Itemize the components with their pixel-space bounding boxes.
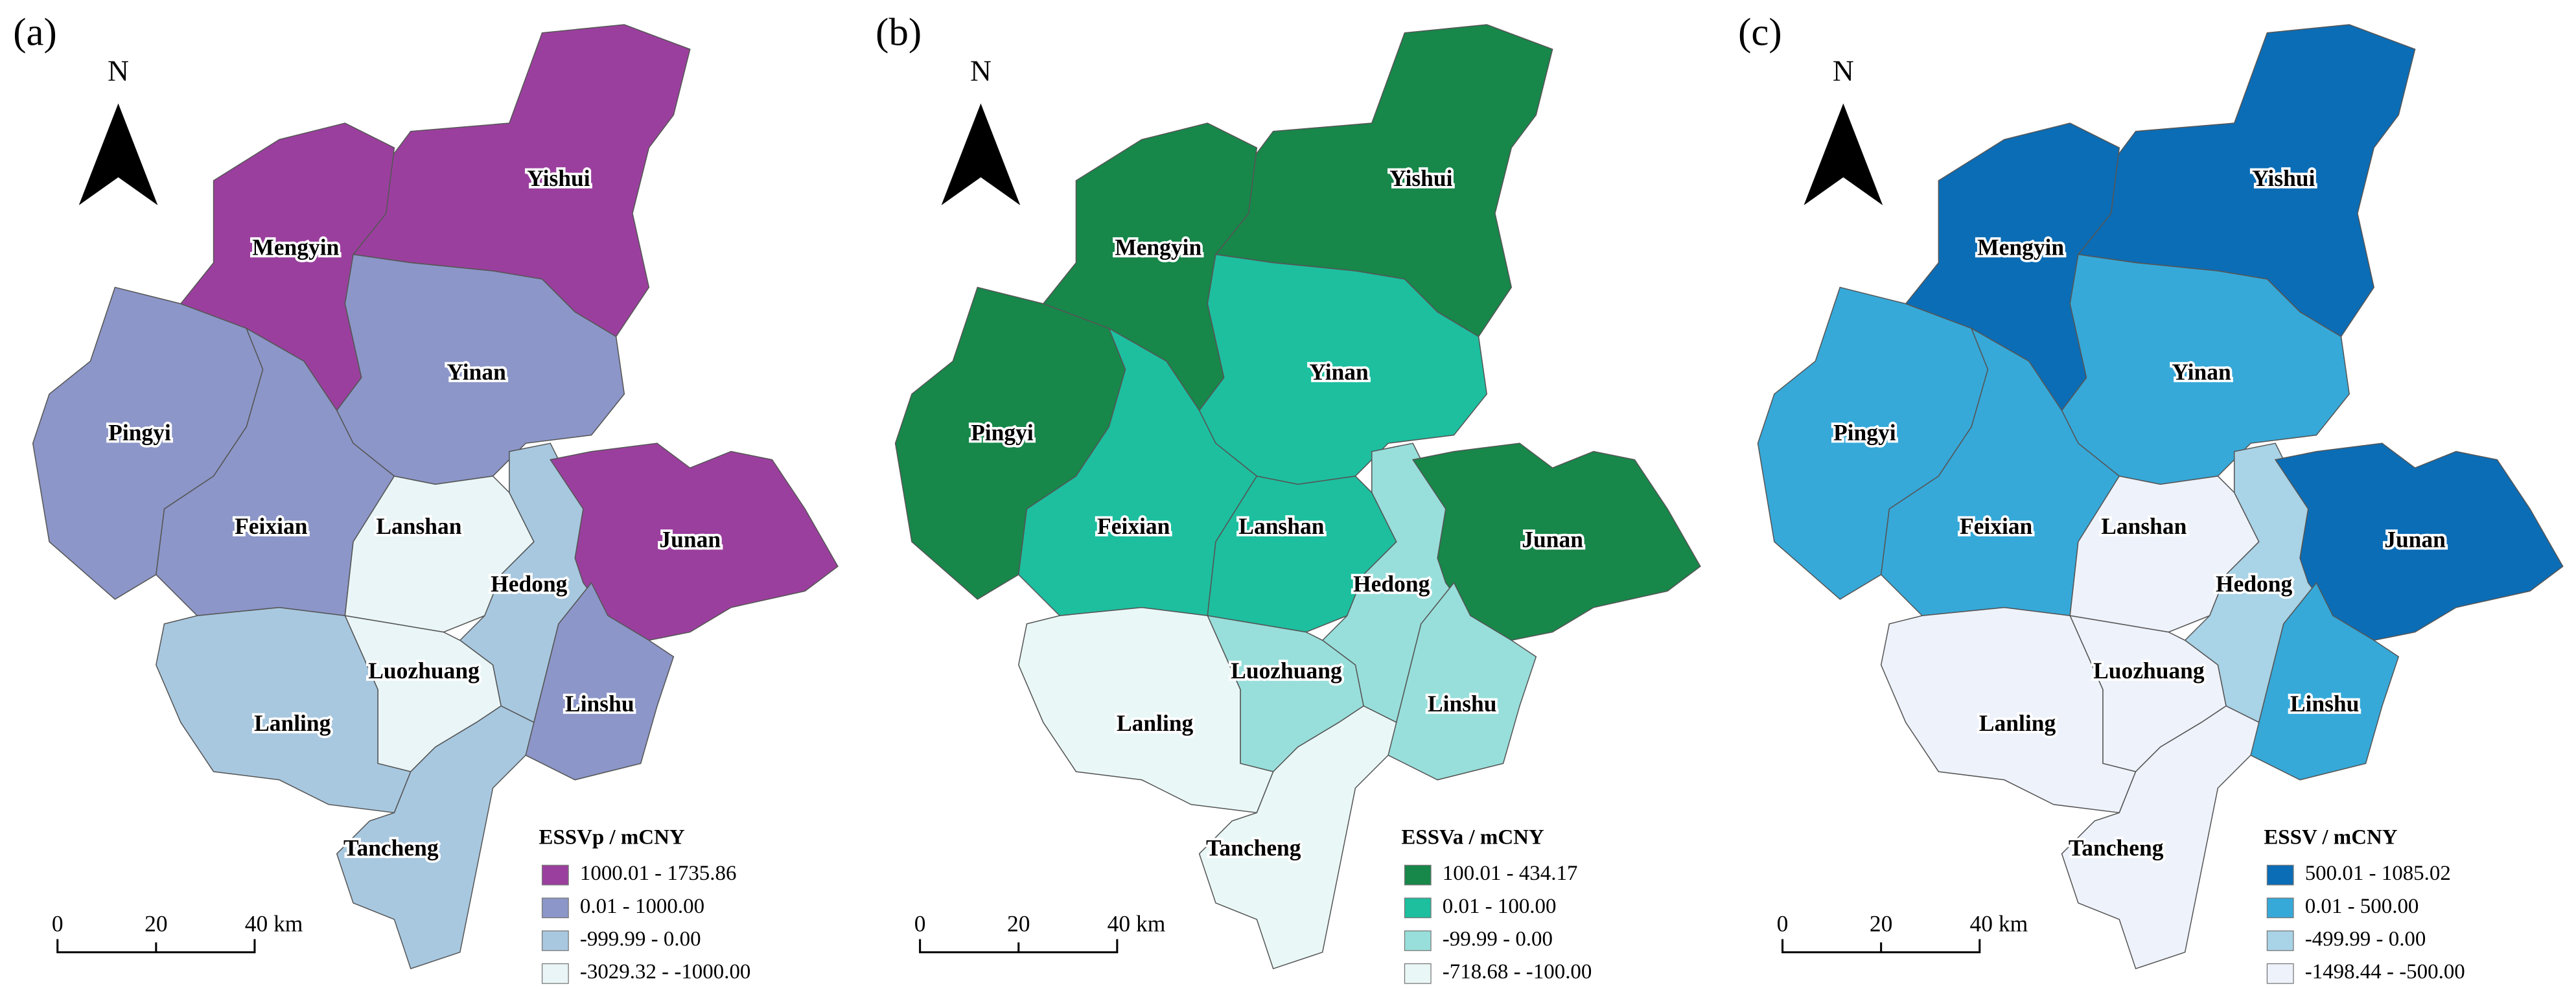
map-panel: (b) Yishui Mengyin Yinan Pingyi Feixian Lansha… (876, 11, 1701, 984)
legend-label: 0.01 - 500.00 (2305, 895, 2419, 918)
legend-swatch (541, 864, 569, 886)
region-name: Linshu (565, 691, 634, 717)
region (2061, 705, 2260, 970)
region (1198, 705, 1397, 970)
legend-swatch (2266, 897, 2294, 919)
region (549, 443, 839, 641)
region (491, 582, 675, 781)
north-arrow (941, 103, 1021, 205)
panel-label: (b) (876, 11, 922, 54)
region-name: Mengyin (252, 234, 339, 260)
legend-label: 1000.01 - 1735.86 (580, 862, 737, 885)
legend-swatch (541, 897, 569, 919)
region (2216, 582, 2400, 781)
region-name: Tancheng (343, 835, 439, 861)
region-name: Mengyin (1115, 234, 1201, 260)
scale-label: 20 (1007, 910, 1030, 936)
region (1198, 253, 1488, 485)
legend-label: 0.01 - 100.00 (1443, 895, 1557, 918)
region (336, 705, 535, 970)
region-name: Pingyi (971, 420, 1034, 446)
region-name: Junan (1522, 526, 1583, 552)
panel-label: (c) (1738, 11, 1782, 54)
north-arrow (1804, 103, 1883, 205)
region-name: Lanshan (2101, 513, 2187, 539)
legend-label: -499.99 - 0.00 (2305, 928, 2426, 951)
scale-label: 20 (1870, 910, 1892, 936)
region-name: Lanling (254, 710, 331, 736)
map-panel: (c) Yishui Mengyin Yinan Pingyi Feixian Lansha… (1738, 11, 2564, 984)
region-name: Luozhuang (2093, 658, 2205, 684)
region-name: Luozhuang (368, 658, 480, 684)
legend-swatch (2266, 864, 2294, 886)
region (1354, 582, 1537, 781)
legend-label: 500.01 - 1085.02 (2305, 862, 2451, 885)
region-name: Lanshan (376, 513, 461, 539)
legend-swatch (1404, 897, 1432, 919)
scale-label: 40 km (245, 910, 303, 936)
region-name: Yinan (1309, 359, 1369, 385)
legend-swatch (1404, 963, 1432, 984)
region-name: Pingyi (108, 420, 171, 446)
region-name: Lanshan (1238, 513, 1324, 539)
region-name: Junan (659, 526, 721, 552)
region-name: Luozhuang (1231, 658, 1342, 684)
region (336, 253, 625, 485)
north-label: N (1833, 54, 1854, 87)
region-name: Feixian (235, 513, 308, 539)
region-name: Linshu (2290, 691, 2360, 717)
region (2274, 443, 2564, 641)
panel-label: (a) (13, 11, 57, 54)
scale-label: 40 km (1108, 910, 1166, 936)
scale-label: 20 (145, 910, 167, 936)
region-name: Feixian (1097, 513, 1170, 539)
legend-swatch (2266, 963, 2294, 984)
region-name: Hedong (1353, 571, 1430, 597)
legend-title: ESSVa / mCNY (1401, 825, 1544, 849)
region-name: Feixian (1960, 513, 2033, 539)
scale-label: 0 (52, 910, 64, 936)
legend-swatch (1404, 864, 1432, 886)
legend-label: -999.99 - 0.00 (580, 928, 701, 951)
legend-swatch (541, 963, 569, 984)
scale-label: 40 km (1970, 910, 2028, 936)
legend-title: ESSVp / mCNY (539, 825, 685, 849)
legend-label: 0.01 - 1000.00 (580, 895, 704, 918)
legend-swatch (541, 930, 569, 951)
region (2061, 253, 2350, 485)
region (1411, 443, 1701, 641)
north-label: N (108, 54, 129, 87)
region-name: Yinan (2172, 359, 2231, 385)
region-name: Pingyi (1833, 420, 1896, 446)
region-name: Hedong (2216, 571, 2293, 597)
region-name: Mengyin (1977, 234, 2064, 260)
region-name: Junan (2384, 526, 2446, 552)
scale-label: 0 (914, 910, 926, 936)
north-label: N (970, 54, 992, 87)
legend-swatch (2266, 930, 2294, 951)
legend-label: -99.99 - 0.00 (1443, 928, 1553, 951)
legend-title: ESSV / mCNY (2264, 825, 2397, 849)
region-name: Tancheng (2069, 835, 2164, 861)
legend-label: 100.01 - 434.17 (1443, 862, 1578, 885)
region-name: Hedong (491, 571, 568, 597)
legend-swatch (1404, 930, 1432, 951)
map-panel: (a) Yishui Mengyin Yinan Pingyi Feixian Lansha… (13, 11, 839, 984)
region-name: Yishui (1389, 165, 1452, 191)
region-name: Linshu (1428, 691, 1497, 717)
legend-label: -718.68 - -100.00 (1443, 960, 1592, 984)
legend-label: -3029.32 - -1000.00 (580, 960, 751, 984)
region-name: Tancheng (1206, 835, 1301, 861)
region-name: Lanling (1979, 710, 2056, 736)
scale-label: 0 (1777, 910, 1789, 936)
region-name: Yishui (2252, 165, 2315, 191)
north-arrow (78, 103, 158, 205)
region-name: Yishui (527, 165, 590, 191)
region-name: Lanling (1117, 710, 1194, 736)
legend-label: -1498.44 - -500.00 (2305, 960, 2465, 984)
region-name: Yinan (447, 359, 506, 385)
